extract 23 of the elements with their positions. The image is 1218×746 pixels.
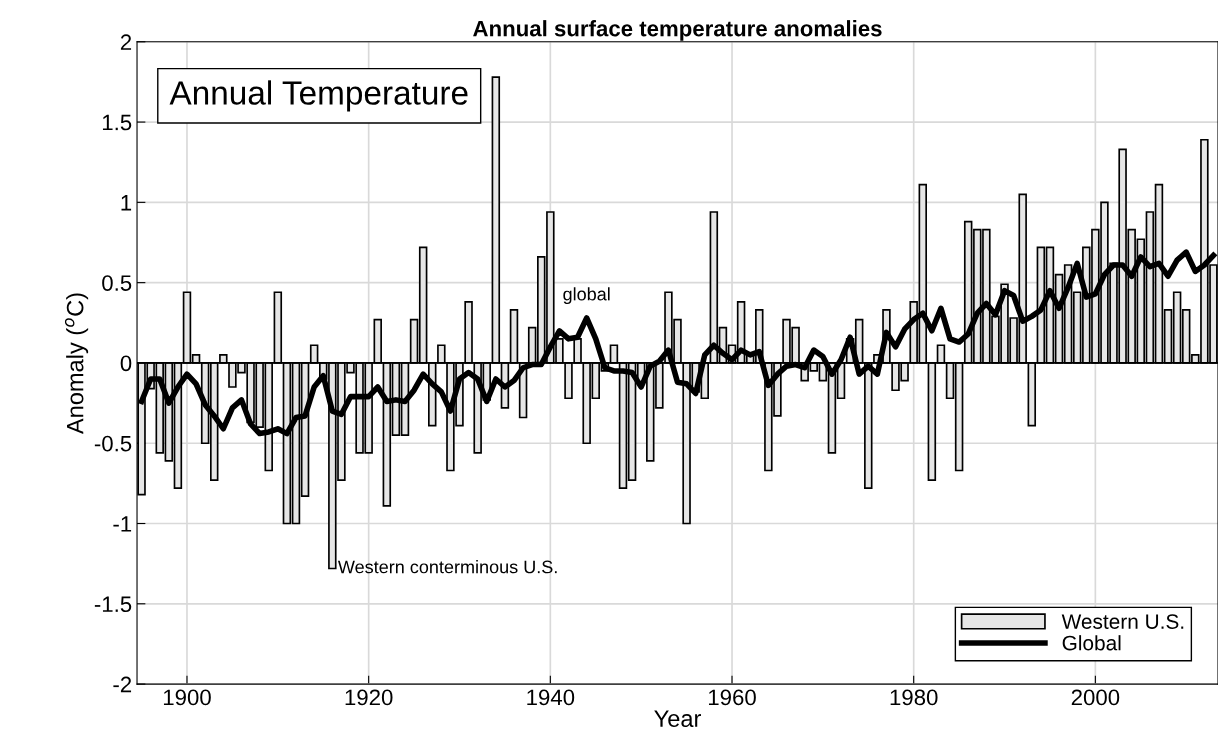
y-tick-label: 1 <box>121 195 132 211</box>
x-tick-label: 1940 <box>527 689 575 706</box>
y-tick-label: 0 <box>120 355 132 372</box>
legend-label: Global <box>1062 635 1121 651</box>
annotation: Western conterminous U.S. <box>337 560 557 574</box>
x-tick-label: 1920 <box>345 689 393 706</box>
legend-label: Western U.S. <box>1061 614 1184 629</box>
y-tick-label: -1 <box>113 516 132 532</box>
x-tick-label: 1900 <box>163 689 211 706</box>
x-axis-title: Year <box>654 710 701 727</box>
chart-title: Annual surface temperature anomalies <box>473 20 882 41</box>
y-tick-label: 1.5 <box>102 114 132 131</box>
y-tick-label: -1.5 <box>94 596 132 613</box>
y-tick-label: -2 <box>113 676 132 693</box>
x-tick-label: 1980 <box>890 689 938 706</box>
y-axis-title: Anomaly ($^{o}$C) <box>64 293 89 435</box>
x-tick-label: 1960 <box>708 689 756 706</box>
y-tick-label: 2 <box>120 34 132 50</box>
annotation: global <box>563 287 610 305</box>
y-tick-label: 0.5 <box>102 275 132 291</box>
annotation: Annual Temperature <box>169 80 468 112</box>
x-tick-label: 2000 <box>1071 689 1120 706</box>
y-tick-label: -0.5 <box>94 435 132 452</box>
